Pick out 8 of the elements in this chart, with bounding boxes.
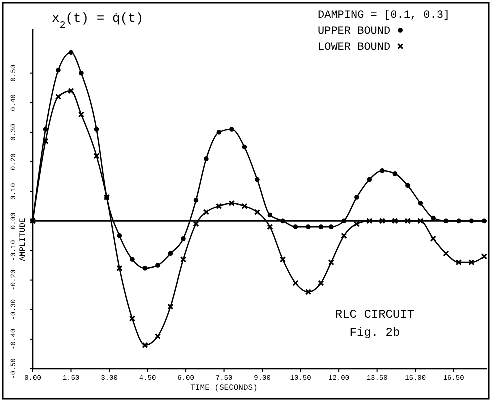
y-axis-title: AMPLITUDE (19, 218, 28, 262)
legend-label: LOWER BOUND (318, 42, 392, 54)
annotation: x$_{2}$(t) = q̇(t) (52, 11, 144, 30)
annotation: Fig. 2b (350, 326, 400, 340)
x-axis-title: TIME (SECONDS) (190, 384, 258, 393)
annotation: RLC CIRCUIT (335, 308, 415, 322)
legend-label: UPPER BOUND (318, 26, 392, 38)
legend-title: DAMPING = [0.1, 0.3] (318, 10, 450, 22)
